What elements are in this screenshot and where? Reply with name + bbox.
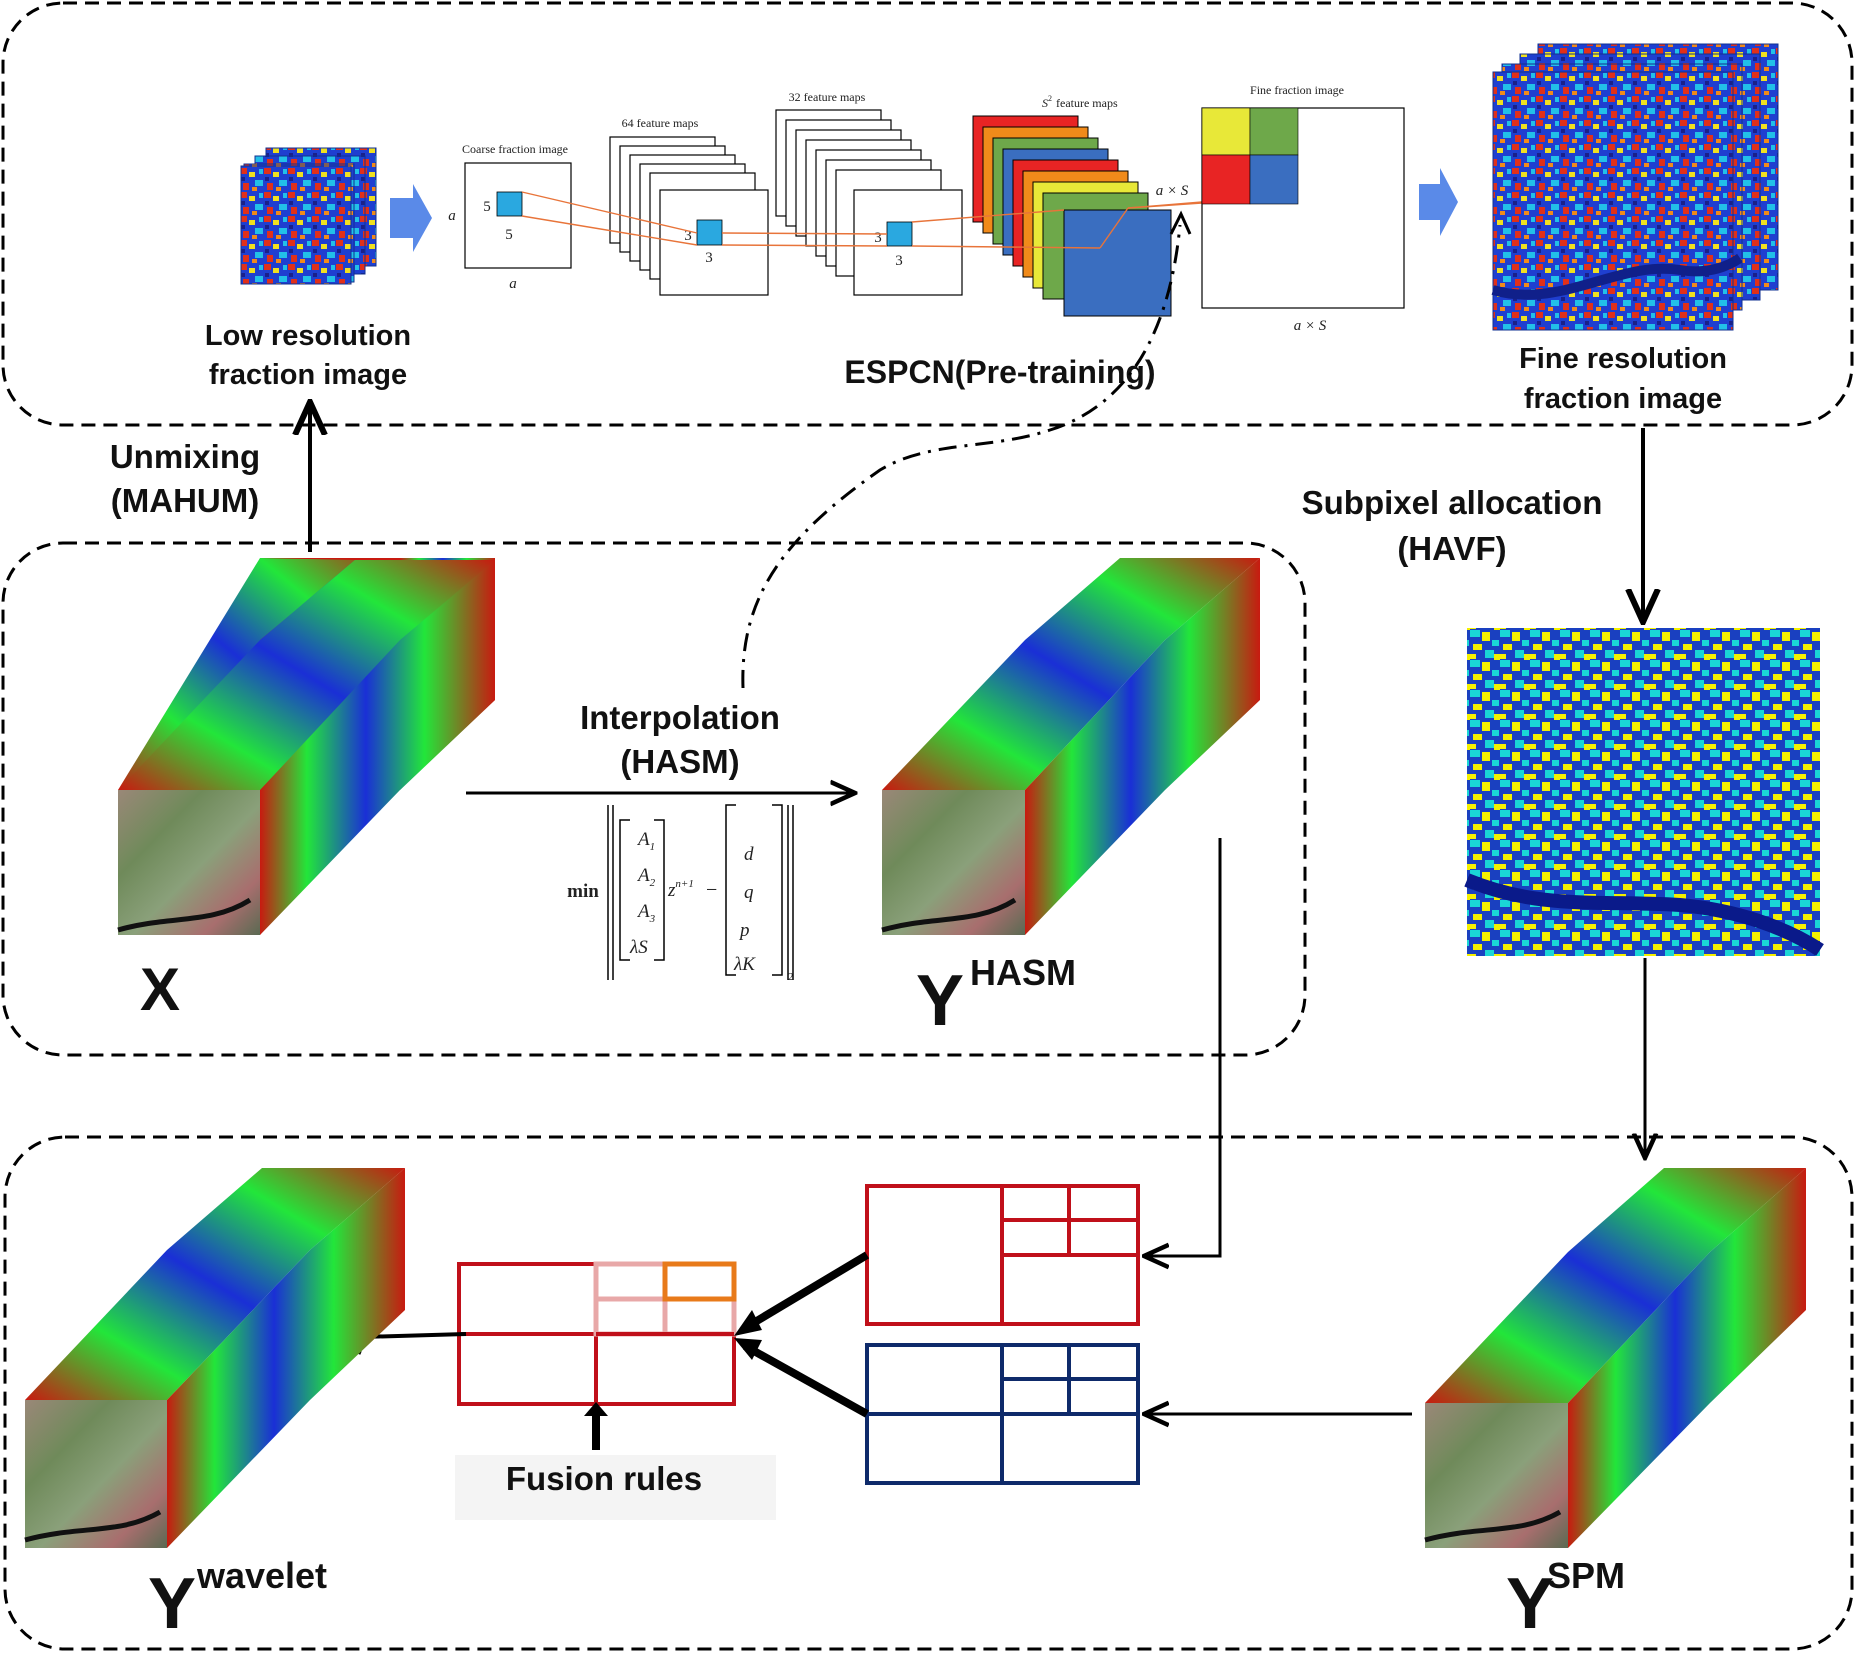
formula-p: p	[738, 920, 750, 941]
y-hasm-symbol: Y	[916, 961, 964, 1041]
low-res-label-line2: fraction image	[209, 359, 407, 391]
coarse-kernel-pixel	[496, 191, 523, 217]
cube-x	[117, 558, 495, 935]
interpolation-panel	[1, 541, 1307, 1057]
spm-superscript: SPM	[1547, 1555, 1625, 1596]
hasm-formula: min A1 A2 A3 λS zn+1 − d q p λK 2	[567, 804, 794, 983]
fusion-rules-arrowhead-icon	[584, 1402, 608, 1416]
espcn-panel	[1, 1, 1854, 427]
subpixel-label-line1: Subpixel allocation	[1302, 484, 1603, 521]
fine-pixel-green	[1249, 107, 1299, 156]
fusion-panel	[3, 1135, 1854, 1651]
formula-min: min	[567, 881, 599, 902]
fm32-title: 32 feature maps	[789, 90, 866, 104]
fine-res-label-line2: fraction image	[1524, 383, 1722, 415]
hasm-to-grid-connector	[1144, 838, 1222, 1256]
fm64-stack	[609, 136, 769, 296]
kernel3-bottom-b: 3	[895, 253, 903, 269]
fused-wavelet-grid	[457, 1261, 737, 1406]
s2-feature-stack	[972, 115, 1172, 317]
low-res-fraction-stack	[240, 147, 377, 285]
axs-bottom-label: a × S	[1294, 318, 1327, 334]
formula-a2: A2	[636, 865, 656, 889]
hasm-superscript: HASM	[970, 952, 1076, 993]
kernel-connectors	[521, 191, 1203, 249]
kernel5-bottom: 5	[505, 227, 513, 243]
coarse-side-a: a	[448, 208, 456, 224]
cube-y-hasm	[881, 558, 1260, 935]
fm32-kernel-pixel	[886, 221, 913, 247]
cube-y-wavelet	[24, 1168, 405, 1548]
red-to-fused-arrowhead-icon	[734, 1310, 762, 1336]
red-wavelet-grid	[865, 1184, 1140, 1326]
fine-pixel-yellow	[1201, 107, 1251, 156]
x-symbol: X	[140, 956, 180, 1023]
cube-y-spm	[1424, 1168, 1806, 1548]
formula-lambda-k: λK	[733, 954, 756, 975]
coarse-bottom-a: a	[509, 276, 517, 292]
navy-to-fused-arrowhead-icon	[734, 1338, 762, 1360]
fine-pixel-red	[1201, 154, 1251, 205]
formula-a1: A1	[636, 829, 655, 853]
blue-arrow-left-icon	[390, 184, 432, 252]
unmixing-label-line1: Unmixing	[110, 438, 260, 475]
navy-to-fused-arrow	[743, 1342, 869, 1418]
fine-pixel-blue	[1249, 154, 1299, 205]
spm-map	[1464, 628, 1824, 956]
formula-norm-sub: 2	[788, 971, 794, 983]
coarse-title: Coarse fraction image	[462, 142, 568, 156]
fm64-title: 64 feature maps	[622, 116, 699, 130]
low-res-label-line1: Low resolution	[205, 320, 411, 352]
y-spm-symbol: Y	[1506, 1564, 1554, 1644]
axs-side-label: a × S	[1156, 183, 1189, 199]
red-to-fused-arrow	[742, 1251, 870, 1332]
fm32-stack	[775, 109, 963, 296]
formula-q: q	[744, 882, 754, 903]
kernel5-side: 5	[483, 199, 491, 215]
formula-a3: A3	[636, 901, 656, 925]
wavelet-superscript: wavelet	[196, 1555, 327, 1596]
formula-minus: −	[706, 879, 717, 901]
interpolation-label-line1: Interpolation	[580, 699, 780, 736]
s2-title: S2 feature maps	[1042, 94, 1118, 110]
fm64-kernel-pixel	[696, 219, 723, 246]
fine-res-label-line1: Fine resolution	[1519, 343, 1727, 375]
blue-arrow-right-icon	[1419, 168, 1458, 236]
fusion-rules-box	[455, 1455, 776, 1520]
kernel3-side-a: 3	[684, 228, 692, 244]
fine-title: Fine fraction image	[1250, 83, 1344, 97]
kernel3-side-b: 3	[874, 230, 882, 246]
interpolation-label-line2: (HASM)	[620, 743, 739, 780]
pretraining-arrowhead-icon	[1169, 210, 1192, 235]
fusion-rules-label: Fusion rules	[506, 1460, 702, 1497]
formula-d: d	[744, 844, 754, 865]
unmixing-label-line2: (MAHUM)	[111, 482, 259, 519]
formula-z: zn+1	[667, 878, 694, 901]
pretraining-dashdot-link	[741, 224, 1182, 689]
navy-wavelet-grid	[865, 1343, 1140, 1485]
espcn-label: ESPCN(Pre-training)	[844, 354, 1155, 390]
subpixel-label-line2: (HAVF)	[1397, 530, 1506, 567]
kernel3-bottom-a: 3	[705, 250, 713, 266]
fine-res-fraction-stack	[1491, 43, 1779, 331]
y-wavelet-symbol: Y	[148, 1564, 196, 1644]
formula-lambda-s: λS	[629, 937, 648, 958]
